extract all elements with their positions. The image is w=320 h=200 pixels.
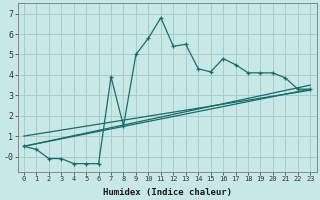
X-axis label: Humidex (Indice chaleur): Humidex (Indice chaleur) bbox=[103, 188, 232, 197]
